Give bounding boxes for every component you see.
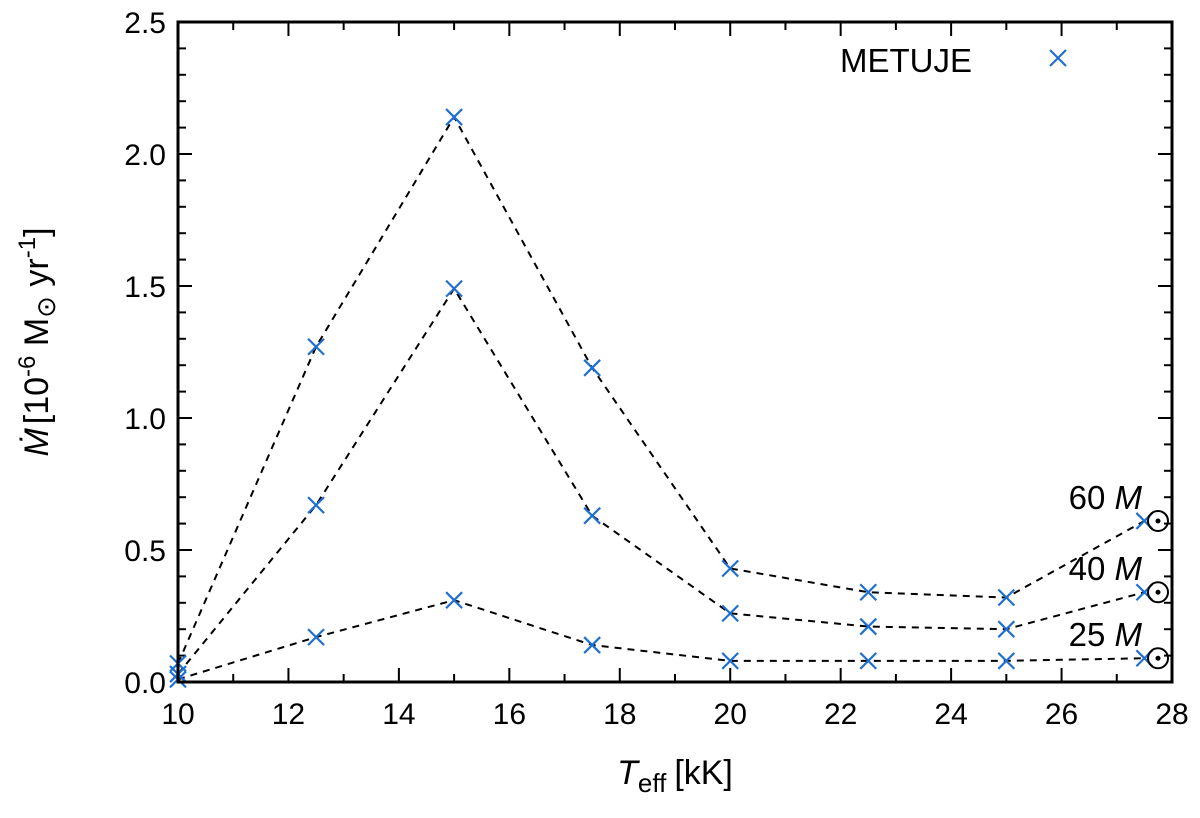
curve-label-symbol: M bbox=[1115, 616, 1143, 653]
marker-stroke-b bbox=[445, 279, 463, 298]
marker-stroke-b bbox=[445, 108, 463, 126]
marker-stroke-b bbox=[307, 628, 325, 646]
y-axis-unit-yr: yr bbox=[18, 258, 56, 296]
x-tick-label: 18 bbox=[603, 698, 636, 731]
sun-dot bbox=[1155, 589, 1161, 595]
data-point-60-22.5 bbox=[859, 583, 878, 602]
x-tick-label: 24 bbox=[934, 698, 967, 731]
marker-stroke-b bbox=[721, 604, 740, 623]
x-axis-label: Teff [kK] bbox=[617, 754, 733, 798]
marker-stroke-b bbox=[859, 652, 878, 670]
data-point-40-17.5 bbox=[583, 506, 601, 525]
x-tick-label: 28 bbox=[1155, 698, 1188, 731]
marker-stroke-b bbox=[307, 496, 325, 514]
x-tick-label: 10 bbox=[161, 698, 194, 731]
y-axis-unit-prefix: [10 bbox=[18, 377, 56, 424]
x-tick-label: 20 bbox=[714, 698, 747, 731]
y-tick-label: 2.5 bbox=[124, 7, 166, 40]
data-point-25-12.5 bbox=[307, 628, 325, 646]
series-line-25 bbox=[177, 599, 1145, 681]
data-point-40-25 bbox=[997, 620, 1016, 638]
x-tick-labels: 10 12 14 16 18 20 22 24 26 28 bbox=[161, 698, 1188, 731]
sun-dot bbox=[1155, 518, 1161, 524]
y-axis-close: ] bbox=[18, 227, 56, 236]
marker-stroke-b bbox=[997, 620, 1016, 638]
data-point-40-20 bbox=[721, 604, 740, 623]
data-point-60-12.5 bbox=[307, 337, 325, 356]
data-point-60-20 bbox=[721, 559, 740, 578]
x-tick-label: 22 bbox=[824, 698, 857, 731]
marker-stroke-b bbox=[445, 591, 463, 609]
y-tick-label: 2.0 bbox=[124, 139, 166, 172]
x-axis-subscript: eff bbox=[638, 768, 667, 798]
series-line-60 bbox=[177, 115, 1145, 664]
data-point-25-22.5 bbox=[859, 652, 878, 670]
y-tick-label: 0.5 bbox=[124, 535, 166, 568]
marker-stroke-b bbox=[583, 636, 601, 654]
data-point-40-12.5 bbox=[307, 496, 325, 514]
x-axis-unit: [kK] bbox=[674, 754, 733, 792]
data-point-25-17.5 bbox=[583, 636, 601, 654]
curve-label-number: 60 bbox=[1069, 479, 1115, 516]
marker-stroke-b bbox=[859, 583, 878, 602]
marker-stroke-b bbox=[997, 652, 1016, 670]
x-axis-symbol: T bbox=[617, 754, 640, 792]
curve-label-number: 40 bbox=[1069, 550, 1115, 587]
marker-stroke-b bbox=[859, 617, 878, 636]
legend-marker-icon bbox=[1049, 49, 1067, 67]
y-tick-label: 0.0 bbox=[124, 667, 166, 700]
data-point-60-17.5 bbox=[583, 359, 601, 377]
curve-label-symbol: M bbox=[1115, 479, 1143, 516]
x-tick-label: 26 bbox=[1045, 698, 1078, 731]
y-axis-label: Ṁ [10-6 M⊙ yr-1] bbox=[14, 227, 61, 456]
marker-stroke-b bbox=[583, 506, 601, 525]
data-point-40-15 bbox=[445, 279, 463, 298]
marker-stroke-b bbox=[721, 652, 740, 670]
sun-circle bbox=[1147, 509, 1169, 532]
plot-frame bbox=[176, 20, 1174, 684]
data-point-25-25 bbox=[997, 652, 1016, 670]
x-tick-label: 14 bbox=[382, 698, 415, 731]
data-point-40-22.5 bbox=[859, 617, 878, 636]
series-line-40 bbox=[177, 286, 1145, 675]
curve-label-60: 60 M bbox=[1069, 479, 1143, 516]
y-axis-symbol: Ṁ bbox=[18, 428, 56, 457]
y-axis-exponent: -6 bbox=[14, 356, 41, 377]
curve-label-40: 40 M bbox=[1069, 550, 1143, 587]
curve-label-number: 25 bbox=[1069, 616, 1115, 653]
marker-stroke-b bbox=[583, 359, 601, 377]
y-tick-labels: 0.0 0.5 1.0 1.5 2.0 2.5 bbox=[124, 7, 166, 700]
marker-stroke-b bbox=[1049, 49, 1067, 67]
data-point-25-15 bbox=[445, 591, 463, 609]
legend-marker-x bbox=[1049, 49, 1067, 67]
marker-stroke-b bbox=[721, 559, 740, 578]
curve-labels: 60 M⊙40 M⊙25 M⊙ bbox=[1069, 479, 1169, 670]
sun-icon: ⊙ bbox=[1147, 581, 1169, 604]
curve-label-25: 25 M bbox=[1069, 616, 1143, 653]
x-tick-label: 12 bbox=[272, 698, 305, 731]
marker-stroke-b bbox=[307, 337, 325, 356]
x-tick-label: 16 bbox=[493, 698, 526, 731]
y-axis-exponent2: -1 bbox=[14, 237, 41, 258]
y-axis-unit-mid: M bbox=[18, 318, 56, 356]
curve-label-symbol: M bbox=[1115, 550, 1143, 587]
series-lines bbox=[177, 115, 1145, 681]
data-point-60-25 bbox=[997, 588, 1016, 607]
y-tick-label: 1.5 bbox=[124, 271, 166, 304]
data-point-60-15 bbox=[445, 108, 463, 126]
y-tick-label: 1.0 bbox=[124, 403, 166, 436]
marker-stroke-b bbox=[997, 588, 1016, 607]
sun-circle bbox=[1147, 581, 1169, 604]
sun-icon: ⊙ bbox=[1147, 509, 1169, 532]
y-axis-sun-symbol: ⊙ bbox=[31, 296, 61, 318]
sun-circle bbox=[1147, 647, 1169, 670]
sun-dot bbox=[1155, 655, 1161, 661]
legend-label: METUJE bbox=[840, 42, 972, 79]
sun-icon: ⊙ bbox=[1147, 647, 1169, 670]
data-point-25-20 bbox=[721, 652, 740, 670]
legend: METUJE bbox=[840, 42, 1067, 79]
